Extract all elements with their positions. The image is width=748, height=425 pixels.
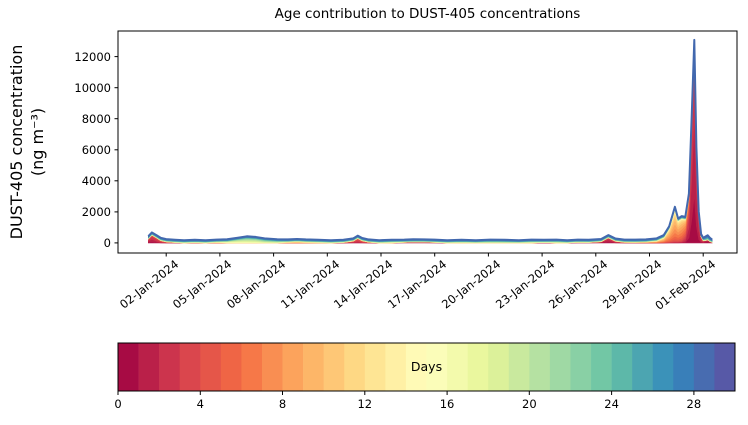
total-concentration-line — [147, 38, 713, 242]
colorbar-tick-label: 20 — [522, 397, 537, 411]
stacked-age-bands — [148, 39, 713, 244]
chart-title: Age contribution to DUST-405 concentrati… — [274, 6, 581, 22]
colorbar-tick-label: 0 — [114, 397, 122, 411]
axis-ticks — [114, 56, 704, 257]
y-tick-label: 0 — [103, 235, 111, 250]
colorbar-tick-label: 12 — [357, 397, 373, 411]
y-axis-label-line2: (ng m⁻³) — [28, 107, 47, 177]
colorbar-tick-label: 8 — [278, 397, 287, 411]
colorbar — [117, 342, 736, 395]
y-tick-label: 8000 — [81, 111, 111, 126]
colorbar-tick-label: 4 — [196, 397, 204, 411]
colorbar-tick-label: 24 — [604, 397, 619, 411]
plot-border — [117, 30, 738, 254]
y-axis-label-line1: DUST-405 concentration — [7, 44, 26, 240]
colorbar-tick-label: 16 — [439, 397, 455, 411]
y-tick-label: 12000 — [74, 49, 111, 64]
y-tick-label: 2000 — [81, 204, 111, 219]
colorbar-tick-label: 28 — [686, 397, 702, 411]
y-tick-label: 4000 — [81, 173, 111, 188]
y-axis-label: DUST-405 concentration (ng m⁻³) — [6, 45, 48, 240]
y-tick-label: 6000 — [81, 142, 111, 157]
y-tick-label: 10000 — [74, 80, 111, 95]
colorbar-label: Days — [410, 359, 443, 374]
